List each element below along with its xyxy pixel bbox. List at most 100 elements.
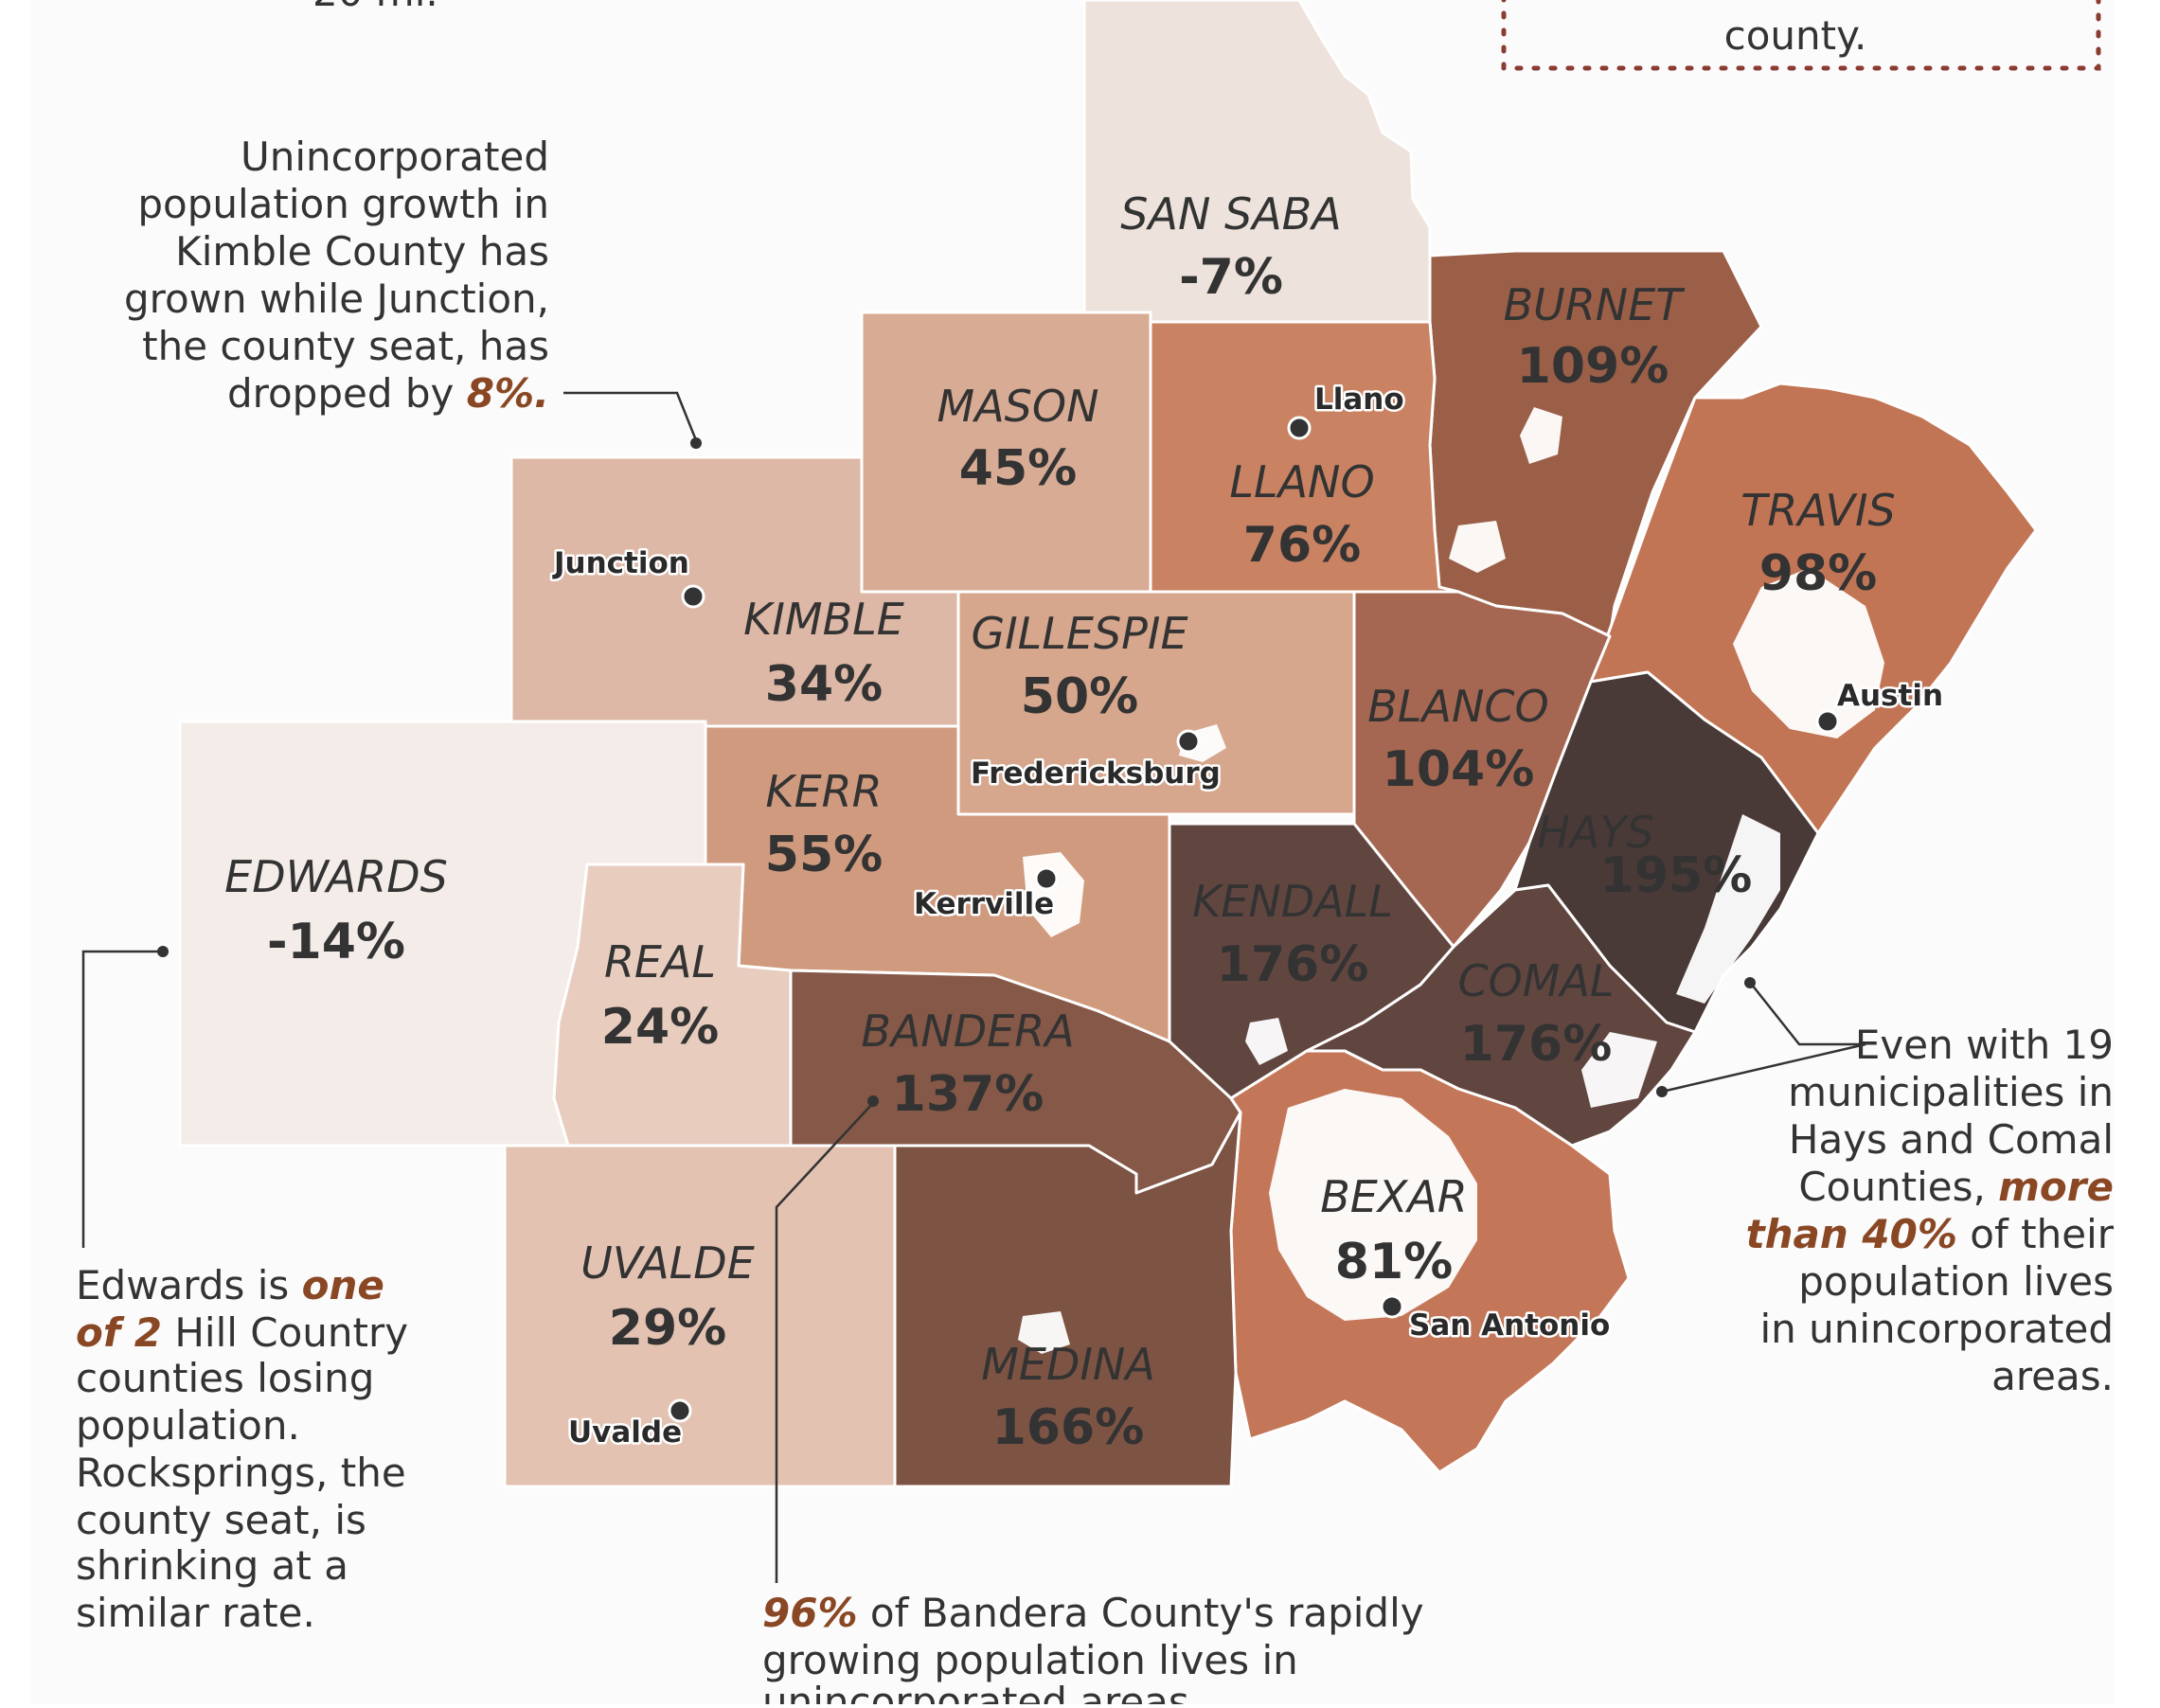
annotation-hays-line-1: Even with 19 — [1855, 1022, 2114, 1068]
county-value-bandera: 137% — [892, 1066, 1044, 1123]
label-burnet: BURNET 109% — [1504, 279, 1687, 395]
city-kerrville: Kerrville — [912, 866, 1059, 924]
leader-dot-hays — [1744, 977, 1756, 988]
annotation-edwards-prefix: Edwards is — [76, 1262, 302, 1308]
leader-dot-bandera — [867, 1095, 879, 1107]
county-name-san-saba: SAN SABA — [1120, 188, 1341, 240]
city-uvalde: Uvalde — [566, 1398, 692, 1452]
county-value-kimble: 34% — [765, 656, 883, 713]
county-name-uvalde: UVALDE — [580, 1237, 755, 1289]
label-mason: MASON 45% — [937, 381, 1099, 497]
leader-edwards — [81, 950, 161, 1248]
city-san-antonio: San Antonio — [1380, 1294, 1613, 1345]
annotation-bandera-line-1: 96% of Bandera County's rapidly — [762, 1590, 1424, 1636]
annotation-edwards-line-7: shrinking at a — [76, 1542, 348, 1589]
annotation-hays-line-4: Counties, more — [1798, 1164, 2114, 1210]
county-name-travis: TRAVIS — [1740, 485, 1895, 536]
cities: Llano Junction Austin Fredericksburg Ker… — [550, 381, 1946, 1452]
city-dot-uvalde — [668, 1398, 692, 1423]
county-value-blanco: 104% — [1383, 741, 1535, 798]
county-name-edwards: EDWARDS — [224, 851, 448, 902]
annotation-kimble-line-6: dropped by 8%. — [227, 370, 549, 417]
annotation-hays-line-8: areas. — [1991, 1353, 2114, 1399]
county-value-bexar: 81% — [1335, 1234, 1453, 1290]
label-gillespie: GILLESPIE 50% — [971, 608, 1187, 725]
city-austin: Austin — [1815, 677, 1946, 734]
annotation-hays-line-6: population lives — [1798, 1258, 2114, 1305]
city-dot-san-antonio — [1380, 1294, 1404, 1319]
annotation-hays-prefix: Counties, — [1798, 1164, 1998, 1210]
leader-hays — [1751, 984, 1865, 1046]
urban-area-burnet — [1520, 407, 1562, 464]
annotation-hays-line-2: municipalities in — [1788, 1069, 2114, 1115]
annotation-hays-line-3: Hays and Comal — [1789, 1116, 2114, 1163]
legend-text: county. — [1724, 12, 1867, 59]
county-name-gillespie: GILLESPIE — [971, 608, 1187, 659]
annotation-edwards-highlight-2: of 2 — [76, 1309, 162, 1356]
label-hays: HAYS 195% — [1537, 807, 1752, 904]
county-value-kendall: 176% — [1217, 936, 1369, 993]
urban-area-austin — [1733, 568, 1884, 738]
county-name-hays: HAYS — [1537, 807, 1653, 858]
annotation-kimble-prefix: dropped by — [227, 370, 467, 417]
label-medina: MEDINA 166% — [981, 1339, 1155, 1456]
city-label-fredericksburg: Fredericksburg — [971, 756, 1221, 791]
county-name-kerr: KERR — [765, 766, 882, 817]
city-label-san-antonio: San Antonio — [1409, 1308, 1610, 1343]
city-label-junction: Junction — [552, 546, 689, 580]
label-real: REAL 24% — [601, 936, 719, 1056]
label-llano: LLANO 76% — [1229, 456, 1374, 574]
county-value-edwards: -14% — [267, 914, 405, 970]
county-value-kerr: 55% — [765, 827, 883, 883]
urban-area-hays-corridor — [1676, 814, 1780, 1004]
label-kimble: KIMBLE 34% — [743, 594, 904, 713]
county-value-hays: 195% — [1600, 847, 1753, 904]
incorporated-areas — [1018, 407, 1884, 1354]
county-name-blanco: BLANCO — [1367, 681, 1548, 732]
leader-dot-comal — [1656, 1086, 1668, 1097]
annotation-hays-highlight-2: than 40% — [1746, 1211, 1957, 1257]
annotation-kimble-highlight: 8%. — [467, 370, 549, 417]
annotation-kimble-line-2: population growth in — [137, 181, 549, 227]
city-junction: Junction — [550, 544, 705, 609]
annotation-edwards-highlight-1: one — [302, 1262, 384, 1308]
city-label-austin: Austin — [1837, 679, 1943, 713]
label-blanco: BLANCO 104% — [1367, 681, 1548, 798]
county-value-comal: 176% — [1460, 1016, 1613, 1073]
urban-area-boerne — [1245, 1018, 1288, 1065]
annotation-hays-highlight-1: more — [1998, 1164, 2114, 1210]
county-value-mason: 45% — [959, 440, 1077, 497]
city-dot-llano — [1287, 416, 1312, 440]
leader-kimble — [563, 391, 698, 441]
county-name-medina: MEDINA — [981, 1339, 1155, 1390]
legend-box — [1501, 0, 2101, 71]
county-value-gillespie: 50% — [1021, 668, 1138, 725]
annotation-edwards: Edwards is one of 2 Hill Country countie… — [76, 946, 408, 1636]
annotation-edwards-line-3: counties losing — [76, 1355, 374, 1401]
label-travis: TRAVIS 98% — [1740, 485, 1895, 602]
urban-area-new-braunfels — [1581, 1032, 1657, 1108]
county-name-llano: LLANO — [1229, 456, 1374, 507]
county-value-san-saba: -7% — [1179, 249, 1283, 306]
city-label-llano: Llano — [1314, 383, 1404, 417]
annotation-edwards-line-1: Edwards is one — [76, 1262, 384, 1308]
city-fredericksburg: Fredericksburg — [969, 729, 1223, 793]
label-uvalde: UVALDE 29% — [580, 1237, 755, 1357]
annotation-hays-suffix: of their — [1957, 1211, 2115, 1257]
label-kendall: KENDALL 176% — [1192, 876, 1393, 993]
county-value-real: 24% — [601, 999, 719, 1056]
label-bexar: BEXAR 81% — [1320, 1171, 1468, 1290]
leader-bandera — [775, 1102, 874, 1583]
annotation-kimble-line-5: the county seat, has — [142, 323, 549, 369]
county-name-kendall: KENDALL — [1192, 876, 1393, 927]
city-llano: Llano — [1287, 381, 1406, 440]
county-name-bandera: BANDERA — [861, 1005, 1074, 1057]
annotation-edwards-line-4: population. — [76, 1402, 300, 1449]
county-name-comal: COMAL — [1457, 955, 1614, 1006]
annotation-edwards-suffix: Hill Country — [162, 1309, 408, 1356]
county-value-uvalde: 29% — [609, 1300, 726, 1357]
county-medina — [893, 1111, 1242, 1488]
urban-area-san-antonio — [1269, 1089, 1477, 1321]
annotation-bandera-line-2: growing population lives in — [762, 1637, 1298, 1683]
